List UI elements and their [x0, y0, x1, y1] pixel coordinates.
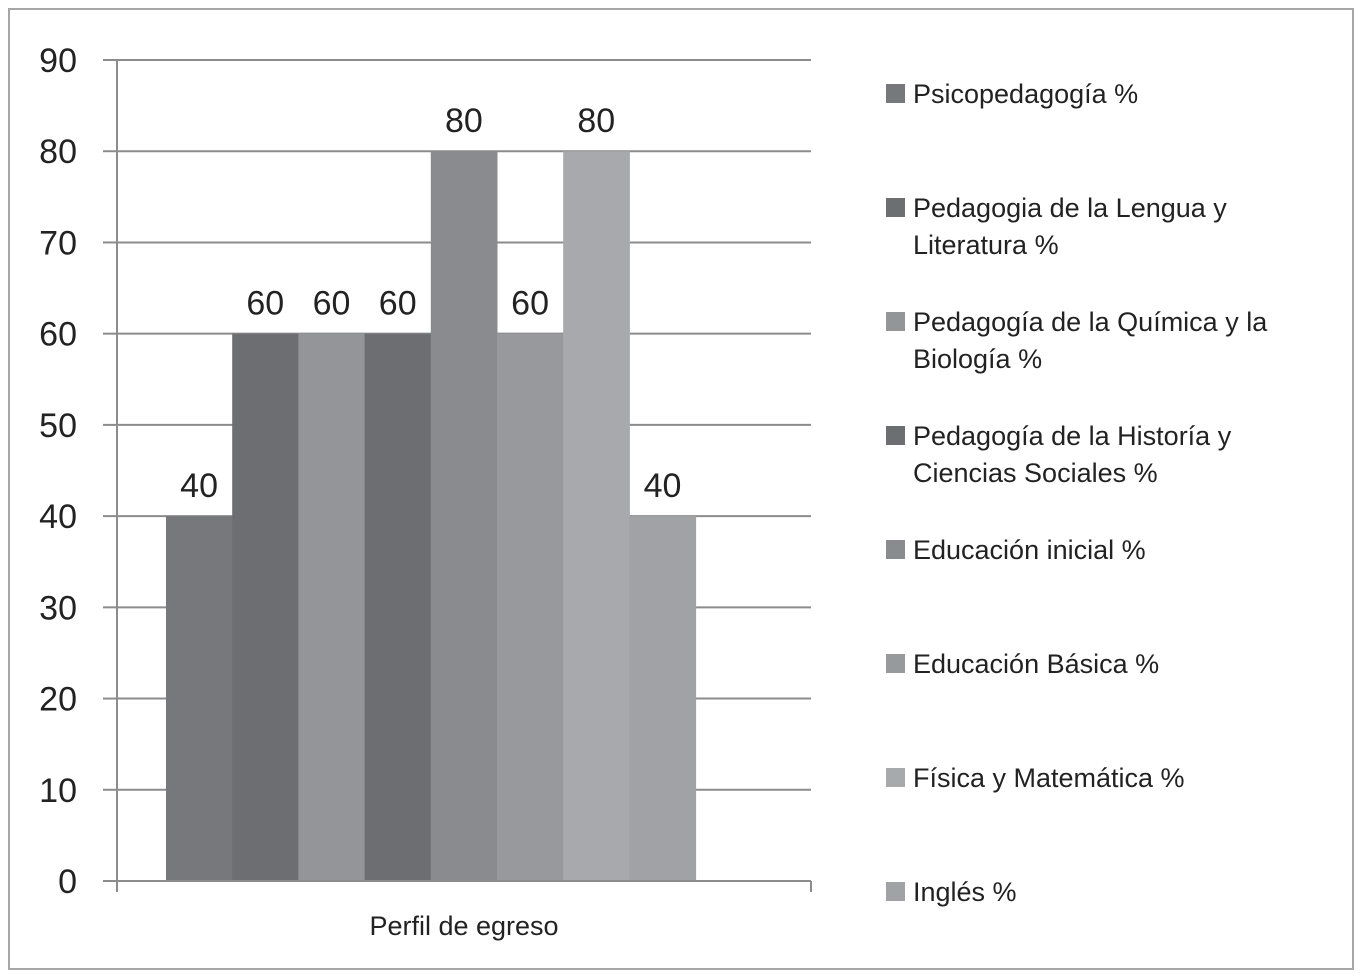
legend-label: Física y Matemática %: [913, 763, 1185, 793]
data-label: 80: [577, 102, 615, 140]
data-label-bg: [570, 99, 623, 142]
y-tick-label: 50: [39, 407, 77, 445]
legend-label: Pedagogía de la Historía y: [913, 421, 1232, 451]
axes: 0 10 20 30 40 50 60 70 80 90: [39, 42, 812, 901]
legend-swatch: [886, 426, 905, 445]
data-label: 80: [445, 102, 483, 140]
y-tick-label: 80: [39, 133, 77, 171]
y-tick-label: 40: [39, 498, 77, 536]
legend-label: Psicopedagogía %: [913, 79, 1138, 109]
data-label-bg: [305, 281, 358, 324]
data-label: 40: [180, 467, 218, 505]
data-label-bg: [371, 281, 424, 324]
data-label-bg: [437, 99, 490, 142]
y-tick-label: 90: [39, 42, 77, 80]
bar: [232, 333, 299, 882]
legend-label: Ciencias Sociales %: [913, 458, 1158, 488]
legend-label: Pedagogia de la Lengua y: [913, 193, 1227, 223]
legend-swatch: [886, 882, 905, 901]
bars: [166, 151, 697, 882]
bar: [497, 333, 564, 882]
legend: Psicopedagogía % Pedagogia de la Lengua y…: [886, 79, 1268, 907]
legend-label: Educación inicial %: [913, 535, 1146, 565]
data-label: 60: [379, 285, 417, 323]
y-tick-label: 10: [39, 772, 77, 810]
data-label: 60: [313, 285, 351, 323]
y-tick-label: 60: [39, 316, 77, 354]
y-tick-label: 70: [39, 224, 77, 262]
legend-label: Pedagogía de la Química y la: [913, 307, 1268, 337]
y-tick-label: 20: [39, 681, 77, 719]
legend-swatch: [886, 540, 905, 559]
legend-label: Biología %: [913, 344, 1042, 374]
legend-label: Literatura %: [913, 230, 1059, 260]
legend-swatch: [886, 84, 905, 103]
data-label-bg: [173, 464, 226, 507]
legend-swatch: [886, 654, 905, 673]
bar: [298, 333, 366, 882]
bar: [430, 151, 498, 881]
data-label: 60: [511, 285, 549, 323]
bar: [629, 516, 697, 881]
x-axis-title: Perfil de egreso: [369, 911, 558, 941]
y-tick-label: 30: [39, 589, 77, 627]
data-label: 60: [246, 285, 284, 323]
bar: [563, 151, 630, 881]
data-labels: 40 60 60 60 80 60 80 40: [173, 99, 689, 507]
legend-swatch: [886, 198, 905, 217]
y-tick-label: 0: [58, 863, 77, 901]
legend-swatch: [886, 768, 905, 787]
legend-swatch: [886, 312, 905, 331]
data-label-bg: [239, 281, 292, 324]
data-label-bg: [636, 464, 689, 507]
data-label: 40: [644, 467, 682, 505]
legend-label: Inglés %: [913, 877, 1017, 907]
legend-label: Educación Básica %: [913, 649, 1159, 679]
bar: [166, 516, 233, 881]
bar: [364, 333, 432, 882]
data-label-bg: [504, 281, 557, 324]
